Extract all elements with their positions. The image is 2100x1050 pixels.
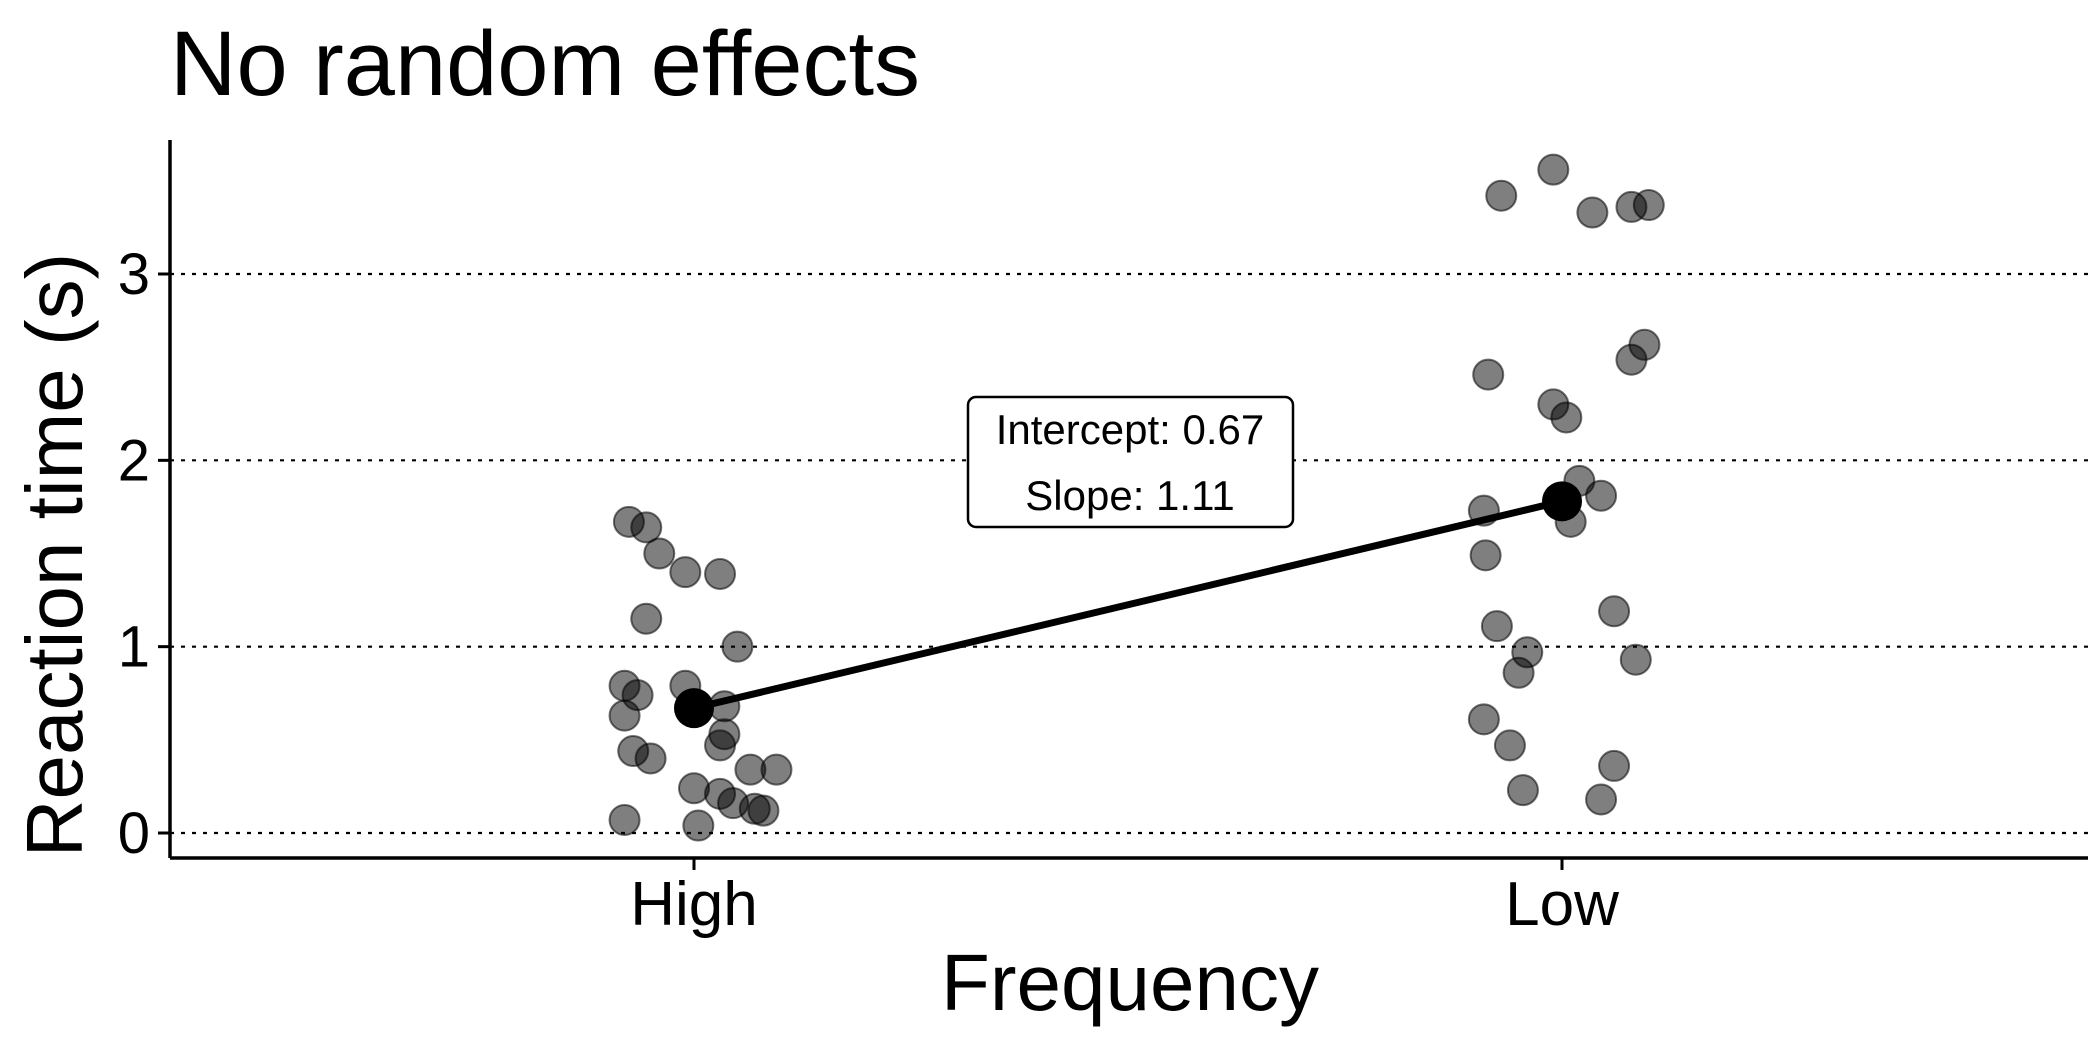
data-point-7 bbox=[630, 602, 663, 635]
data-point-1 bbox=[608, 803, 641, 836]
fitted-mean-high bbox=[674, 688, 714, 729]
data-point-31 bbox=[1472, 358, 1505, 391]
chart-title: No random effects bbox=[170, 13, 920, 115]
data-point-13 bbox=[721, 630, 754, 663]
data-point-33 bbox=[1615, 343, 1648, 376]
data-point-43 bbox=[1619, 643, 1652, 676]
annotation-box: Intercept: 0.67 Slope: 1.11 bbox=[966, 395, 1295, 529]
y-tick-label-1: 1 bbox=[118, 615, 150, 680]
fitted-mean-low bbox=[1542, 481, 1582, 522]
data-point-30 bbox=[1632, 189, 1665, 222]
data-point-6 bbox=[634, 742, 667, 775]
data-point-25 bbox=[682, 809, 715, 842]
data-point-50 bbox=[1585, 783, 1618, 816]
data-point-46 bbox=[1467, 703, 1500, 736]
x-tick-label-high: High bbox=[630, 870, 758, 939]
data-point-47 bbox=[1493, 729, 1526, 762]
fit-line-group bbox=[674, 481, 1582, 729]
data-point-42 bbox=[1480, 610, 1513, 643]
data-point-11 bbox=[669, 556, 702, 589]
data-point-45 bbox=[1502, 656, 1535, 689]
data-point-35 bbox=[1550, 401, 1583, 434]
data-point-22 bbox=[760, 753, 793, 786]
gridlines bbox=[170, 272, 2088, 835]
y-tick-label-2: 2 bbox=[118, 428, 150, 493]
data-point-10 bbox=[643, 537, 676, 570]
y-tick-label-0: 0 bbox=[118, 801, 150, 866]
x-tick-label-low: Low bbox=[1505, 870, 1619, 939]
x-axis-label: Frequency bbox=[941, 938, 1319, 1027]
data-point-18 bbox=[678, 772, 710, 805]
fit-line bbox=[693, 497, 1563, 712]
data-points bbox=[608, 153, 1665, 842]
annotation-slope: Slope: 1.11 bbox=[1025, 472, 1234, 519]
data-point-49 bbox=[1506, 774, 1539, 807]
data-point-40 bbox=[1469, 539, 1502, 572]
data-point-28 bbox=[1576, 196, 1609, 229]
data-point-9 bbox=[630, 511, 663, 544]
data-point-12 bbox=[704, 557, 737, 590]
y-axis-ticks: 0 1 2 3 bbox=[118, 242, 170, 866]
data-point-48 bbox=[1598, 749, 1631, 782]
y-tick-label-3: 3 bbox=[118, 242, 150, 307]
data-point-5 bbox=[621, 679, 654, 712]
annotation-intercept: Intercept: 0.67 bbox=[996, 406, 1265, 453]
data-point-17 bbox=[704, 729, 737, 762]
data-point-24 bbox=[747, 794, 780, 827]
data-point-38 bbox=[1585, 479, 1618, 512]
y-axis-label: Reaction time (s) bbox=[10, 253, 99, 858]
data-point-27 bbox=[1537, 153, 1570, 186]
annotation-frame bbox=[966, 395, 1295, 529]
data-point-41 bbox=[1598, 595, 1631, 628]
x-axis-ticks: High Low bbox=[630, 858, 1619, 939]
data-point-26 bbox=[1485, 179, 1518, 212]
axes bbox=[168, 140, 2088, 860]
